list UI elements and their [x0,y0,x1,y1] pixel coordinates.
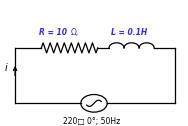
Text: i: i [4,63,7,73]
Text: R = 10: R = 10 [39,28,67,37]
Text: L = 0.1H: L = 0.1H [111,28,147,37]
Text: 220□ 0°; 50Hz: 220□ 0°; 50Hz [64,117,121,126]
Text: Ω,: Ω, [70,28,79,37]
